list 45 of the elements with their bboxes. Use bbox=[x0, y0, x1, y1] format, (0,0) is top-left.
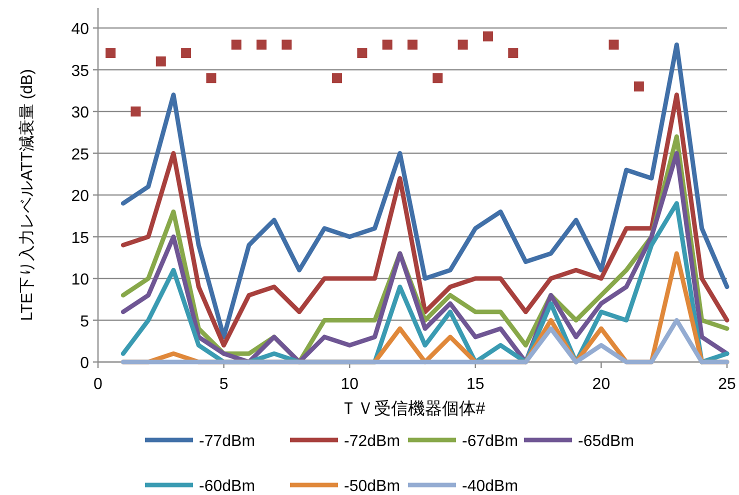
point bbox=[508, 48, 518, 58]
point bbox=[256, 40, 267, 50]
point bbox=[634, 81, 644, 92]
legend-label: -60dBm bbox=[199, 478, 256, 495]
legend-label: -40dBm bbox=[462, 478, 518, 495]
point bbox=[181, 48, 192, 58]
y-tick-label: 20 bbox=[71, 188, 90, 205]
y-tick-label: 10 bbox=[71, 272, 90, 288]
x-tick-label: 10 bbox=[340, 376, 359, 393]
line-series bbox=[120, 92, 730, 348]
legend-label: -72dBm bbox=[344, 433, 400, 450]
legend-label: -67dBm bbox=[462, 433, 518, 450]
y-axis-title: LTE下り入力レベルATT減衰量 (dB) bbox=[18, 69, 36, 321]
point bbox=[206, 73, 216, 84]
x-axis-title: ＴＶ受信機器個体# bbox=[340, 399, 486, 418]
point bbox=[130, 106, 141, 116]
y-tick-label: 30 bbox=[71, 104, 90, 122]
point bbox=[332, 73, 342, 84]
x-tick-label: 25 bbox=[718, 376, 736, 393]
y-tick-label: 15 bbox=[71, 230, 90, 247]
y-tick-label: 35 bbox=[71, 62, 90, 80]
x-tick-label: 0 bbox=[94, 376, 103, 393]
point bbox=[282, 40, 292, 50]
point bbox=[482, 31, 493, 42]
legend-label: -77dBm bbox=[199, 433, 256, 450]
line-series bbox=[120, 318, 730, 364]
y-tick-label: 25 bbox=[71, 146, 90, 164]
x-tick-label: 20 bbox=[592, 376, 610, 393]
point bbox=[156, 56, 166, 66]
point bbox=[432, 73, 443, 84]
x-tick-label: 15 bbox=[466, 376, 484, 393]
point bbox=[231, 40, 242, 50]
point bbox=[608, 40, 619, 50]
y-tick-label: 40 bbox=[71, 21, 90, 38]
point bbox=[106, 48, 116, 58]
point bbox=[408, 40, 418, 50]
legend-label: -65dBm bbox=[578, 433, 634, 450]
x-tick-label: 5 bbox=[219, 376, 228, 393]
point bbox=[382, 40, 392, 50]
point bbox=[357, 48, 368, 58]
point bbox=[458, 40, 468, 50]
y-tick-label: 5 bbox=[80, 313, 90, 330]
legend-label: -50dBm bbox=[344, 478, 400, 495]
line-series bbox=[120, 42, 730, 340]
y-tick-label: 0 bbox=[80, 355, 90, 372]
